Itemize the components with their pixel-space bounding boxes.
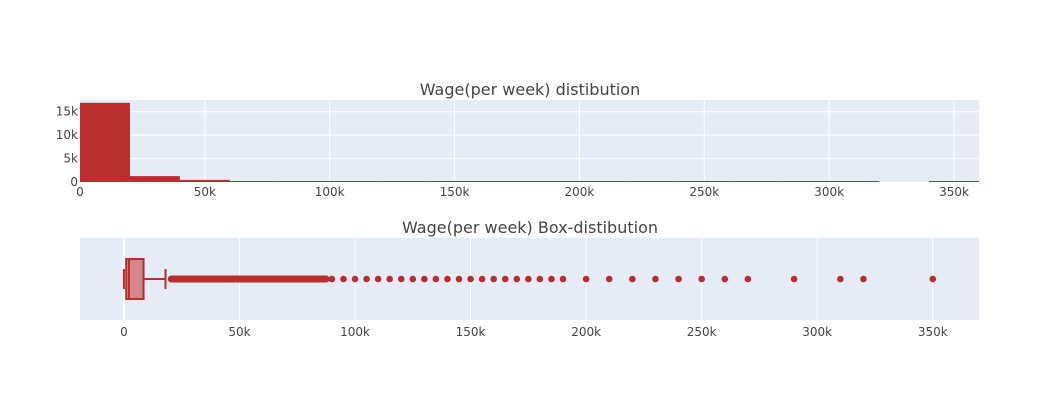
- boxplot-outlier-point: [386, 275, 393, 283]
- boxplot-outlier-point: [444, 275, 451, 283]
- boxplot-outlier-point: [721, 275, 729, 283]
- boxplot-x-tick-label: 0: [120, 325, 128, 339]
- histogram-x-tick-label: 50k: [194, 185, 216, 199]
- histogram-bars: [80, 102, 979, 182]
- boxplot-outlier-point: [536, 275, 544, 283]
- histogram-y-tick-label: 5k: [63, 152, 78, 166]
- histogram-bar: [929, 181, 979, 182]
- histogram-x-tick-label: 350k: [939, 185, 969, 199]
- boxplot-outlier-point: [929, 275, 937, 283]
- histogram-bar: [829, 181, 880, 182]
- histogram-x-tick-label: 150k: [440, 185, 470, 199]
- boxplot-x-tick-label: 100k: [340, 325, 370, 339]
- histogram-x-axis: 0 50k 100k 150k 200k 250k 300k 350k: [76, 185, 969, 199]
- histogram-y-axis: 0 5k 10k 15k: [56, 105, 78, 189]
- boxplot-outlier-point: [582, 275, 590, 283]
- histogram-plot-area: [80, 100, 979, 182]
- boxplot-outlier-point: [397, 275, 405, 283]
- histogram-title: Wage(per week) distibution: [420, 80, 640, 99]
- histogram-bar: [379, 181, 430, 182]
- histogram-x-tick-label: 200k: [565, 185, 595, 199]
- histogram-bar: [629, 181, 680, 182]
- histogram-bar: [279, 181, 330, 182]
- histogram-x-tick-label: 300k: [814, 185, 844, 199]
- histogram-x-tick-label: 100k: [315, 185, 345, 199]
- boxplot-outlier-point: [409, 275, 417, 283]
- boxplot-outlier-point: [490, 275, 497, 283]
- boxplot-outlier-point: [698, 275, 705, 283]
- boxplot-outlier-point: [525, 275, 532, 283]
- histogram-y-tick-label: 15k: [56, 105, 78, 119]
- boxplot-outlier-point: [478, 275, 486, 283]
- histogram-gridlines: [80, 100, 979, 182]
- boxplot-outlier-point: [837, 275, 844, 283]
- boxplot-outlier-point: [501, 275, 509, 283]
- boxplot-outlier-point: [513, 275, 521, 283]
- boxplot-x-tick-label: 300k: [802, 325, 832, 339]
- boxplot-outliers: [167, 275, 937, 283]
- histogram-bar: [429, 181, 480, 182]
- boxplot-x-tick-label: 200k: [571, 325, 601, 339]
- histogram-bar: [229, 181, 280, 182]
- boxplot-outlier-point: [421, 275, 428, 283]
- boxplot-x-tick-label: 350k: [918, 325, 948, 339]
- histogram-bar: [80, 102, 130, 182]
- histogram-x-tick-label: 0: [76, 185, 84, 199]
- histogram-bar: [779, 181, 830, 182]
- boxplot-outlier-point: [675, 275, 682, 283]
- boxplot-outlier-point: [605, 275, 613, 283]
- boxplot-outlier-point: [652, 275, 659, 283]
- boxplot-box: [122, 258, 167, 300]
- boxplot-outlier-point: [790, 275, 798, 283]
- boxplot-iqr-box: [125, 258, 145, 300]
- boxplot-title: Wage(per week) Box-distibution: [402, 218, 658, 237]
- boxplot-outlier-point: [548, 275, 555, 283]
- histogram-y-tick-label: 10k: [56, 128, 78, 142]
- histogram-bar: [479, 181, 530, 182]
- boxplot-outlier-point: [860, 275, 867, 283]
- boxplot-outlier-cluster: [167, 275, 330, 283]
- boxplot-x-axis: 0 50k 100k 150k 200k 250k 300k 350k: [120, 325, 948, 339]
- boxplot-outlier-point: [351, 275, 359, 283]
- boxplot-outlier-point: [744, 275, 752, 283]
- histogram-bar: [679, 181, 730, 182]
- boxplot-outlier-point: [467, 275, 474, 283]
- boxplot-x-tick-label: 250k: [687, 325, 717, 339]
- histogram-bar: [329, 181, 380, 182]
- boxplot-x-tick-label: 150k: [456, 325, 486, 339]
- histogram-y-tick-label: 0: [70, 175, 78, 189]
- histogram-bar: [529, 181, 580, 182]
- boxplot-outlier-point: [374, 275, 382, 283]
- boxplot-outlier-point: [559, 275, 567, 283]
- histogram-x-tick-label: 250k: [689, 185, 719, 199]
- boxplot-outlier-point: [432, 275, 440, 283]
- boxplot-outlier-point: [455, 275, 463, 283]
- histogram-bar: [179, 179, 230, 182]
- boxplot-outlier-point: [363, 275, 370, 283]
- boxplot-outlier-point: [629, 275, 636, 283]
- boxplot-outlier-point: [340, 275, 347, 283]
- histogram-bar: [129, 176, 180, 182]
- histogram-bar: [579, 181, 630, 182]
- boxplot-x-tick-label: 50k: [228, 325, 250, 339]
- boxplot-outlier-point: [328, 275, 336, 283]
- histogram-bar: [729, 181, 780, 182]
